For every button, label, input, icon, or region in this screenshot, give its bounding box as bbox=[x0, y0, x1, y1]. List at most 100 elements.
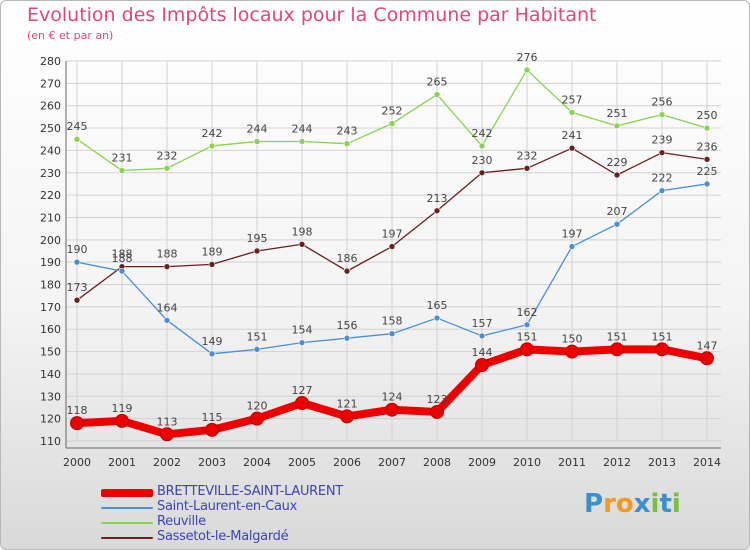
data-label: 124 bbox=[382, 391, 403, 404]
data-point bbox=[658, 111, 666, 118]
legend-swatch bbox=[101, 522, 153, 524]
data-point bbox=[523, 321, 531, 329]
logo-letter: P bbox=[584, 489, 604, 519]
legend-swatch bbox=[101, 489, 153, 497]
data-point bbox=[433, 91, 441, 98]
data-label: 154 bbox=[292, 324, 313, 337]
legend-label: Sassetot-le-Malgardé bbox=[157, 529, 289, 544]
data-point bbox=[253, 247, 261, 255]
y-tick-label: 190 bbox=[40, 256, 61, 269]
data-label: 244 bbox=[292, 122, 313, 135]
data-label: 207 bbox=[607, 205, 628, 218]
y-tick-label: 130 bbox=[40, 390, 61, 403]
data-point bbox=[703, 180, 711, 188]
data-point bbox=[478, 169, 486, 177]
data-point bbox=[73, 296, 81, 304]
y-tick-label: 280 bbox=[40, 55, 61, 68]
data-point bbox=[433, 207, 441, 215]
logo-letter: r bbox=[603, 489, 616, 519]
data-point bbox=[613, 171, 621, 179]
data-label: 245 bbox=[67, 120, 88, 133]
logo-letter: t bbox=[659, 489, 672, 519]
data-point bbox=[613, 122, 621, 130]
legend-swatch bbox=[101, 507, 153, 509]
data-point bbox=[343, 267, 351, 275]
x-tick-label: 2011 bbox=[558, 456, 586, 469]
y-tick-label: 230 bbox=[40, 167, 61, 180]
proxiti-logo: Proxiti bbox=[584, 489, 681, 519]
data-label: 230 bbox=[472, 154, 493, 167]
logo-letter: i bbox=[671, 489, 681, 519]
y-tick-label: 250 bbox=[40, 122, 61, 135]
data-point bbox=[388, 243, 396, 250]
y-tick-label: 270 bbox=[40, 77, 61, 90]
data-label: 197 bbox=[382, 228, 403, 241]
data-label: 165 bbox=[427, 299, 448, 312]
data-point bbox=[70, 416, 84, 431]
data-point bbox=[163, 263, 171, 270]
data-label: 241 bbox=[562, 129, 583, 142]
x-tick-label: 2003 bbox=[198, 456, 226, 469]
legend-item: Reuville bbox=[101, 514, 401, 530]
data-label: 232 bbox=[157, 149, 178, 162]
data-label: 250 bbox=[697, 109, 718, 122]
data-point bbox=[655, 342, 669, 357]
y-tick-label: 170 bbox=[40, 301, 61, 314]
data-label: 232 bbox=[517, 149, 538, 162]
legend-label: BRETTEVILLE-SAINT-LAURENT bbox=[157, 484, 343, 499]
x-tick-label: 2010 bbox=[513, 456, 541, 469]
data-point bbox=[658, 149, 666, 156]
legend-label: Saint-Laurent-en-Caux bbox=[157, 499, 297, 514]
data-label: 222 bbox=[652, 172, 673, 185]
data-label: 242 bbox=[202, 127, 223, 140]
data-point bbox=[253, 346, 261, 353]
data-point bbox=[118, 167, 126, 174]
data-point bbox=[163, 164, 171, 172]
data-label: 188 bbox=[157, 248, 178, 261]
data-label: 157 bbox=[472, 317, 493, 330]
data-label: 188 bbox=[112, 248, 133, 261]
y-tick-label: 220 bbox=[40, 189, 61, 202]
data-label: 121 bbox=[337, 397, 358, 410]
data-point bbox=[568, 144, 576, 152]
data-point bbox=[298, 240, 306, 248]
data-label: 195 bbox=[247, 232, 268, 245]
data-point bbox=[523, 164, 531, 172]
data-point bbox=[388, 330, 396, 338]
data-label: 189 bbox=[202, 245, 223, 258]
data-label: 151 bbox=[517, 330, 538, 343]
x-tick-label: 2008 bbox=[423, 456, 451, 469]
data-label: 151 bbox=[247, 330, 268, 343]
data-point bbox=[298, 339, 306, 346]
data-label: 115 bbox=[202, 411, 223, 424]
data-label: 213 bbox=[427, 192, 448, 205]
data-point bbox=[565, 344, 579, 359]
x-tick-label: 2004 bbox=[243, 456, 271, 469]
legend-item: Sassetot-le-Malgardé bbox=[101, 529, 401, 545]
data-label: 239 bbox=[652, 134, 673, 147]
data-label: 158 bbox=[382, 315, 403, 328]
x-tick-label: 2001 bbox=[108, 456, 136, 469]
data-label: 198 bbox=[292, 225, 313, 238]
data-point bbox=[343, 140, 351, 148]
data-label: 257 bbox=[562, 93, 583, 106]
data-point bbox=[700, 351, 714, 366]
data-label: 197 bbox=[562, 228, 583, 241]
data-label: 190 bbox=[67, 243, 88, 256]
data-label: 231 bbox=[112, 152, 133, 165]
data-label: 265 bbox=[427, 76, 448, 89]
y-tick-label: 110 bbox=[40, 435, 61, 448]
data-label: 243 bbox=[337, 125, 358, 138]
data-label: 173 bbox=[67, 281, 88, 294]
data-label: 119 bbox=[112, 402, 133, 415]
y-tick-label: 150 bbox=[40, 346, 61, 359]
data-point bbox=[295, 396, 309, 410]
data-point bbox=[433, 314, 441, 322]
y-tick-label: 210 bbox=[40, 211, 61, 224]
data-point bbox=[523, 66, 531, 74]
data-point bbox=[703, 156, 711, 163]
logo-letter: i bbox=[650, 489, 660, 519]
x-tick-label: 2013 bbox=[648, 456, 676, 469]
data-label: 236 bbox=[697, 140, 718, 153]
